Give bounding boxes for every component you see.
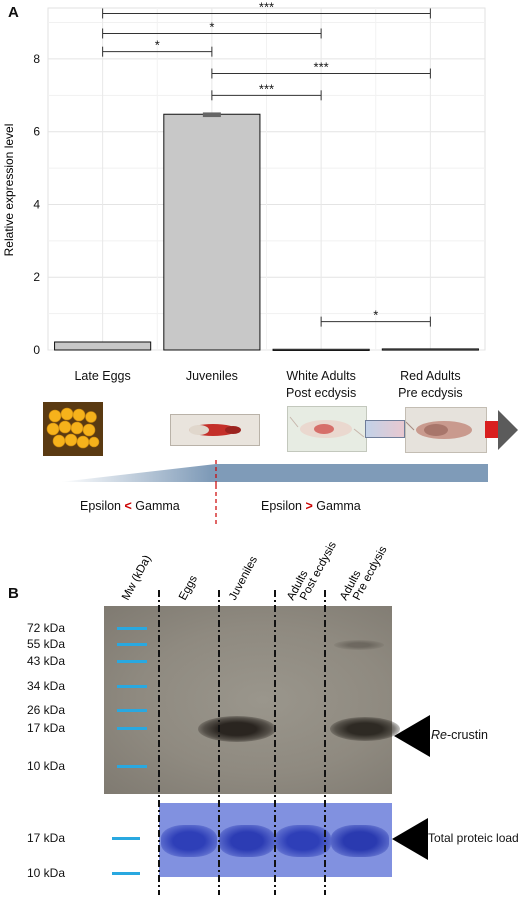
- bar-chart: 0 2 4 6 8 Late Eggs Juveniles White Adults Post…: [2, 0, 486, 400]
- gradient-wedge: [60, 460, 488, 488]
- mw-marker-label: 10 kDa: [27, 759, 66, 773]
- chart-bars: [54, 112, 479, 351]
- crustin-label-rest: -crustin: [446, 728, 488, 742]
- timeline-arrow-icon: [498, 410, 518, 450]
- timeline-red-block: [485, 421, 499, 438]
- mw-marker-label: 17 kDa: [27, 721, 66, 735]
- loading-marker-label: 17 kDa: [27, 831, 66, 845]
- loading-marker-line: [112, 837, 140, 840]
- loading-marker-label: 10 kDa: [27, 866, 66, 880]
- mw-marker-label: 26 kDa: [27, 703, 66, 717]
- juvenile-shrimp-icon: [189, 424, 241, 436]
- mw-marker-line: [117, 727, 147, 730]
- egg-cluster-icon: [46, 407, 100, 449]
- adult-red-photo: [405, 407, 487, 453]
- ratio-label-right: Epsilon > Gamma: [261, 499, 361, 513]
- mw-marker-line: [117, 627, 147, 630]
- lane-dividers: [158, 590, 326, 895]
- mw-marker-label: 34 kDa: [27, 679, 66, 693]
- mw-marker-line: [117, 685, 147, 688]
- red-dashed-divider: [215, 485, 217, 525]
- load-band-juveniles: [219, 825, 275, 857]
- significance-label: ***: [314, 59, 329, 74]
- load-label: Total proteic load: [428, 831, 519, 845]
- bar-1: [163, 113, 261, 351]
- significance-label: *: [155, 38, 160, 53]
- significance-brackets: ************: [102, 0, 431, 327]
- bar-2: [272, 348, 370, 351]
- mw-marker-line: [117, 709, 147, 712]
- ratio-right-sym: >: [305, 499, 313, 513]
- white-adult-shrimp-icon: [289, 416, 365, 438]
- load-band-eggs: [161, 825, 217, 857]
- mw-marker-label: 72 kDa: [27, 621, 66, 635]
- y-tick-label: 8: [33, 52, 40, 66]
- x-tick-label: Late Eggs: [74, 369, 130, 383]
- y-axis-label: Relative expression level: [2, 124, 16, 257]
- significance-label: *: [373, 308, 378, 323]
- mw-marker-line: [117, 765, 147, 768]
- y-tick-label: 0: [33, 343, 40, 357]
- juvenile-photo: [170, 414, 260, 446]
- crustin-label: Re-crustin: [431, 728, 488, 742]
- significance-label: ***: [259, 0, 274, 14]
- significance-label: ***: [259, 81, 274, 96]
- bar-3: [381, 348, 479, 351]
- chart-grid: [47, 7, 486, 351]
- lane-headers: Mw (kDa) Eggs Juveniles Adults Post ecdy…: [120, 540, 390, 603]
- ratio-label-left: Epsilon < Gamma: [80, 499, 180, 513]
- x-tick-label: Red Adults: [400, 369, 460, 383]
- timeline-connector: [365, 420, 405, 438]
- load-band-adults-post: [275, 825, 331, 857]
- adult-white-photo: [287, 406, 367, 452]
- y-tick-label: 6: [33, 125, 40, 139]
- ratio-left-b: Gamma: [135, 499, 180, 513]
- x-tick-label: Post ecdysis: [286, 386, 356, 400]
- panel-b-label: B: [8, 585, 19, 602]
- western-blot: [104, 606, 400, 794]
- error-bar-1: [202, 112, 221, 118]
- y-axis-ticks: 0 2 4 6 8: [33, 52, 40, 357]
- ratio-right-b: Gamma: [316, 499, 361, 513]
- mw-marker-label: 55 kDa: [27, 637, 66, 651]
- x-tick-label: White Adults: [286, 369, 355, 383]
- mw-marker-label: 43 kDa: [27, 654, 66, 668]
- mw-marker-line: [117, 660, 147, 663]
- x-tick-label: Juveniles: [186, 369, 238, 383]
- red-adult-shrimp-icon: [405, 421, 472, 439]
- egg-photo: [43, 402, 103, 456]
- panel-a-label: A: [8, 4, 19, 21]
- mw-marker-line: [117, 643, 147, 646]
- ratio-left-sym: <: [124, 499, 132, 513]
- load-band-adults-pre: [331, 825, 389, 857]
- x-axis-ticks: Late Eggs Juveniles White Adults Post ecdys…: [74, 369, 462, 400]
- crustin-arrow-icon: [394, 715, 430, 757]
- faint-band-adults-pre: [334, 640, 384, 650]
- crustin-band-adults-pre: [330, 717, 400, 741]
- y-tick-label: 2: [33, 270, 40, 284]
- x-tick-label: Pre ecdysis: [398, 386, 463, 400]
- ratio-left-a: Epsilon: [80, 499, 121, 513]
- crustin-band-juveniles: [198, 716, 276, 742]
- loading-marker-line: [112, 872, 140, 875]
- ratio-right-a: Epsilon: [261, 499, 302, 513]
- y-tick-label: 4: [33, 197, 40, 211]
- significance-label: *: [209, 19, 214, 34]
- crustin-label-italic: Re: [431, 728, 447, 742]
- load-arrow-icon: [392, 818, 428, 860]
- bar-0: [54, 341, 152, 351]
